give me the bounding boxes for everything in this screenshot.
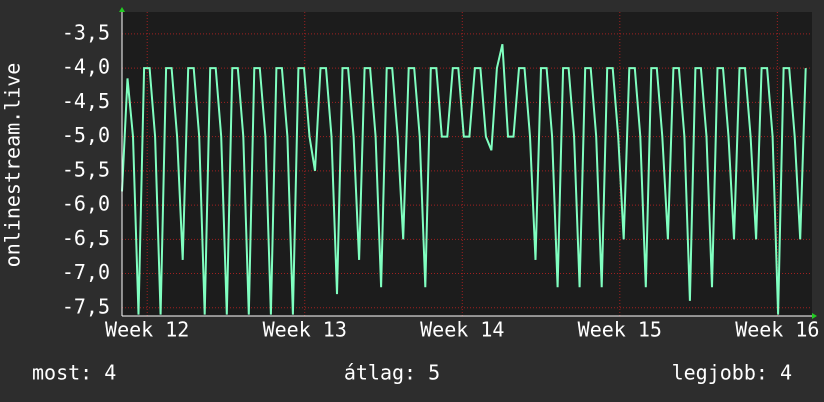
y-tick-label: -5,0 (62, 123, 110, 147)
x-tick-label: Week 15 (578, 318, 662, 342)
y-tick-label: -4,0 (62, 55, 110, 79)
y-tick-label: -4,5 (62, 89, 110, 113)
y-arrow (119, 7, 125, 12)
x-tick-label: Week 13 (263, 318, 347, 342)
y-tick-label: -7,5 (62, 294, 110, 318)
y-tick-label: -6,5 (62, 226, 110, 250)
data-line (121, 43, 807, 315)
footer-average: átlag: 5 (344, 361, 440, 385)
footer-best: legjobb: 4 (672, 361, 792, 385)
y-tick-label: -7,0 (62, 260, 110, 284)
x-tick-label: Week 16 (735, 318, 819, 342)
x-arrow (812, 313, 817, 319)
plot-area (122, 12, 812, 316)
y-tick-label: -5,5 (62, 157, 110, 181)
y-tick-label: -3,5 (62, 20, 110, 44)
y-tick-label: -6,0 (62, 192, 110, 216)
x-tick-label: Week 12 (105, 318, 189, 342)
marks (121, 12, 812, 316)
footer-current: most: 4 (32, 361, 116, 385)
y-axis-label: onlinestream.live (1, 63, 25, 268)
x-tick-label: Week 14 (420, 318, 504, 342)
